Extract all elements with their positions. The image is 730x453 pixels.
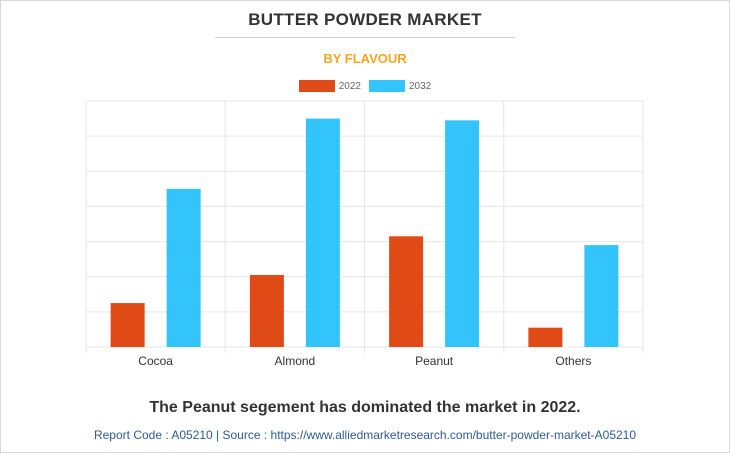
legend-swatch-2022	[298, 80, 335, 92]
legend-label-2032: 2032	[409, 80, 432, 92]
x-tick-label-almond: Almond	[275, 354, 316, 368]
chart-subtitle: BY FLAVOUR	[323, 51, 407, 66]
bar-2022-others	[528, 327, 563, 347]
bar-2022-almond	[249, 274, 284, 347]
legend-item-2032[interactable]: 2032	[369, 80, 431, 92]
x-tick-label-peanut: Peanut	[415, 354, 454, 368]
x-tick-label-others: Others	[555, 354, 591, 368]
legend-item-2022[interactable]: 2022	[298, 80, 361, 92]
bar-2032-peanut	[445, 120, 480, 347]
legend-swatch-2032	[369, 80, 405, 92]
x-tick-label-cocoa: Cocoa	[138, 354, 173, 368]
title-divider	[215, 37, 515, 38]
chart-title: BUTTER POWDER MARKET	[248, 10, 482, 29]
source-text[interactable]: Report Code : A05210 | Source : https://…	[93, 428, 637, 442]
legend: 2022 2032	[0, 80, 730, 92]
bar-2022-cocoa	[110, 303, 145, 347]
legend-label-2022: 2022	[338, 80, 361, 92]
bar-2032-cocoa	[166, 188, 201, 347]
bar-2022-peanut	[389, 236, 424, 347]
bar-2032-almond	[305, 118, 340, 347]
bar-2032-others	[584, 245, 619, 347]
insight-text: The Peanut segement has dominated the ma…	[149, 399, 581, 416]
